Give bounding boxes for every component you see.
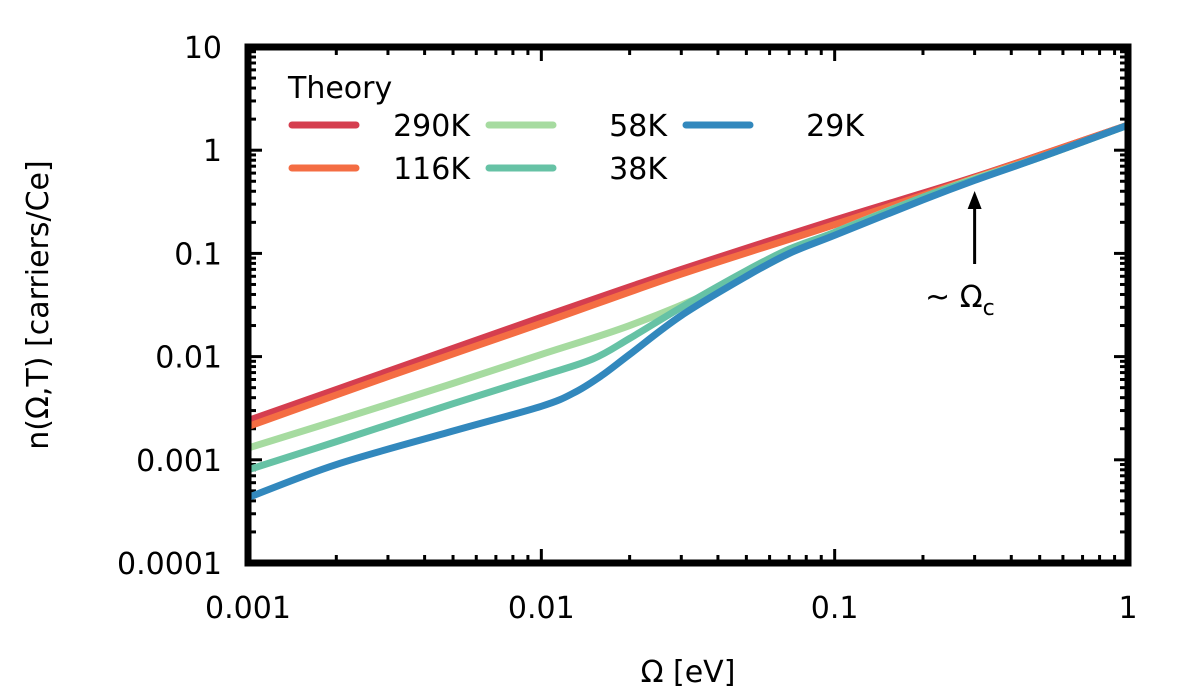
x-tick-labels: 0.001 0.01 0.1 1 — [205, 591, 1137, 626]
y-tick-label: 0.01 — [155, 341, 222, 376]
y-tick-labels: 0.0001 0.001 0.01 0.1 1 10 — [117, 31, 222, 582]
x-tick-label: 0.001 — [205, 591, 291, 626]
series-line-29K — [244, 121, 1132, 502]
legend-label-290K: 290K — [393, 109, 471, 144]
legend: Theory 290K 116K 58K 38K 29K — [287, 71, 865, 187]
y-tick-label: 0.001 — [136, 444, 222, 479]
legend-label-116K: 116K — [393, 152, 471, 187]
annotation-arrow-head — [967, 191, 982, 209]
legend-label-38K: 38K — [609, 152, 668, 187]
x-tick-label: 0.01 — [508, 591, 575, 626]
annotation-tilde: ~ — [925, 280, 960, 315]
annotation-omega: Ω — [960, 280, 983, 315]
y-tick-label: 10 — [184, 31, 222, 66]
x-tick-label: 0.1 — [811, 591, 859, 626]
y-tick-label: 0.0001 — [117, 547, 222, 582]
y-tick-label: 1 — [203, 134, 222, 169]
legend-label-58K: 58K — [609, 109, 668, 144]
plot-frame — [244, 43, 1132, 567]
y-tick-label: 0.1 — [174, 237, 222, 272]
x-axis-label: Ω [eV] — [641, 655, 736, 690]
omega-c-annotation: ~ Ωc — [925, 191, 995, 321]
legend-title: Theory — [287, 71, 392, 106]
legend-label-29K: 29K — [806, 109, 865, 144]
annotation-subscript: c — [983, 296, 995, 321]
y-axis-label: n(Ω,T) [carriers/Ce] — [21, 160, 56, 449]
series-lines — [244, 121, 1132, 502]
x-tick-label: 1 — [1118, 591, 1137, 626]
annotation-label: ~ Ωc — [925, 280, 995, 321]
